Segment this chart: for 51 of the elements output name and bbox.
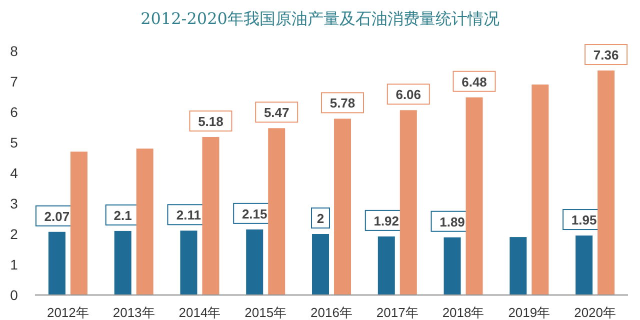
- x-tick-label: 2014年: [178, 305, 221, 320]
- data-label: 1.95: [571, 212, 597, 228]
- bar: [114, 230, 132, 295]
- data-label: 5.78: [330, 96, 356, 111]
- x-tick-label: 2018年: [442, 305, 484, 320]
- bar: [598, 70, 615, 295]
- y-tick-label: 5: [10, 134, 18, 150]
- data-label: 2.11: [176, 208, 202, 223]
- data-label: 1.89: [440, 214, 465, 230]
- y-tick-label: 0: [10, 287, 18, 303]
- y-tick-label: 7: [10, 74, 18, 90]
- data-label: 6.06: [396, 87, 422, 102]
- bar: [136, 148, 154, 295]
- bar: [444, 237, 461, 295]
- y-tick-label: 8: [10, 43, 18, 59]
- y-tick-label: 2: [10, 226, 18, 242]
- data-label: 1.92: [374, 213, 400, 228]
- data-label: 5.47: [264, 105, 290, 120]
- bar: [576, 236, 593, 295]
- bar: [312, 234, 329, 295]
- bar: [532, 84, 549, 295]
- x-tick-label: 2012年: [46, 305, 89, 320]
- bar: [378, 236, 395, 295]
- bar: [510, 237, 527, 295]
- x-tick-label: 2019年: [508, 305, 550, 320]
- x-tick-label: 2020年: [574, 305, 616, 320]
- bar: [180, 230, 198, 295]
- bar: [334, 118, 351, 295]
- bar: [246, 229, 264, 295]
- data-label: 2: [316, 211, 324, 226]
- y-tick-label: 1: [10, 256, 18, 272]
- data-label: 7.36: [593, 48, 619, 63]
- bar: [400, 110, 417, 295]
- bar: [70, 152, 88, 295]
- data-label: 2.07: [44, 208, 70, 224]
- data-label: 2.1: [114, 208, 132, 223]
- bar: [466, 97, 483, 295]
- x-tick-label: 2015年: [244, 305, 287, 320]
- y-tick-label: 4: [10, 165, 18, 181]
- x-tick-label: 2016年: [310, 305, 352, 320]
- x-tick-label: 2017年: [376, 305, 418, 320]
- data-label: 2.15: [242, 206, 268, 222]
- x-tick-label: 2013年: [112, 305, 155, 320]
- chart-title: 2012-2020年我国原油产量及石油消费量统计情况: [140, 9, 500, 28]
- bar: [202, 137, 220, 295]
- data-label: 5.18: [198, 114, 224, 130]
- bar: [268, 128, 286, 295]
- y-tick-label: 6: [10, 104, 18, 120]
- bar: [48, 232, 66, 295]
- y-tick-label: 3: [10, 196, 18, 212]
- data-label: 6.48: [462, 74, 487, 90]
